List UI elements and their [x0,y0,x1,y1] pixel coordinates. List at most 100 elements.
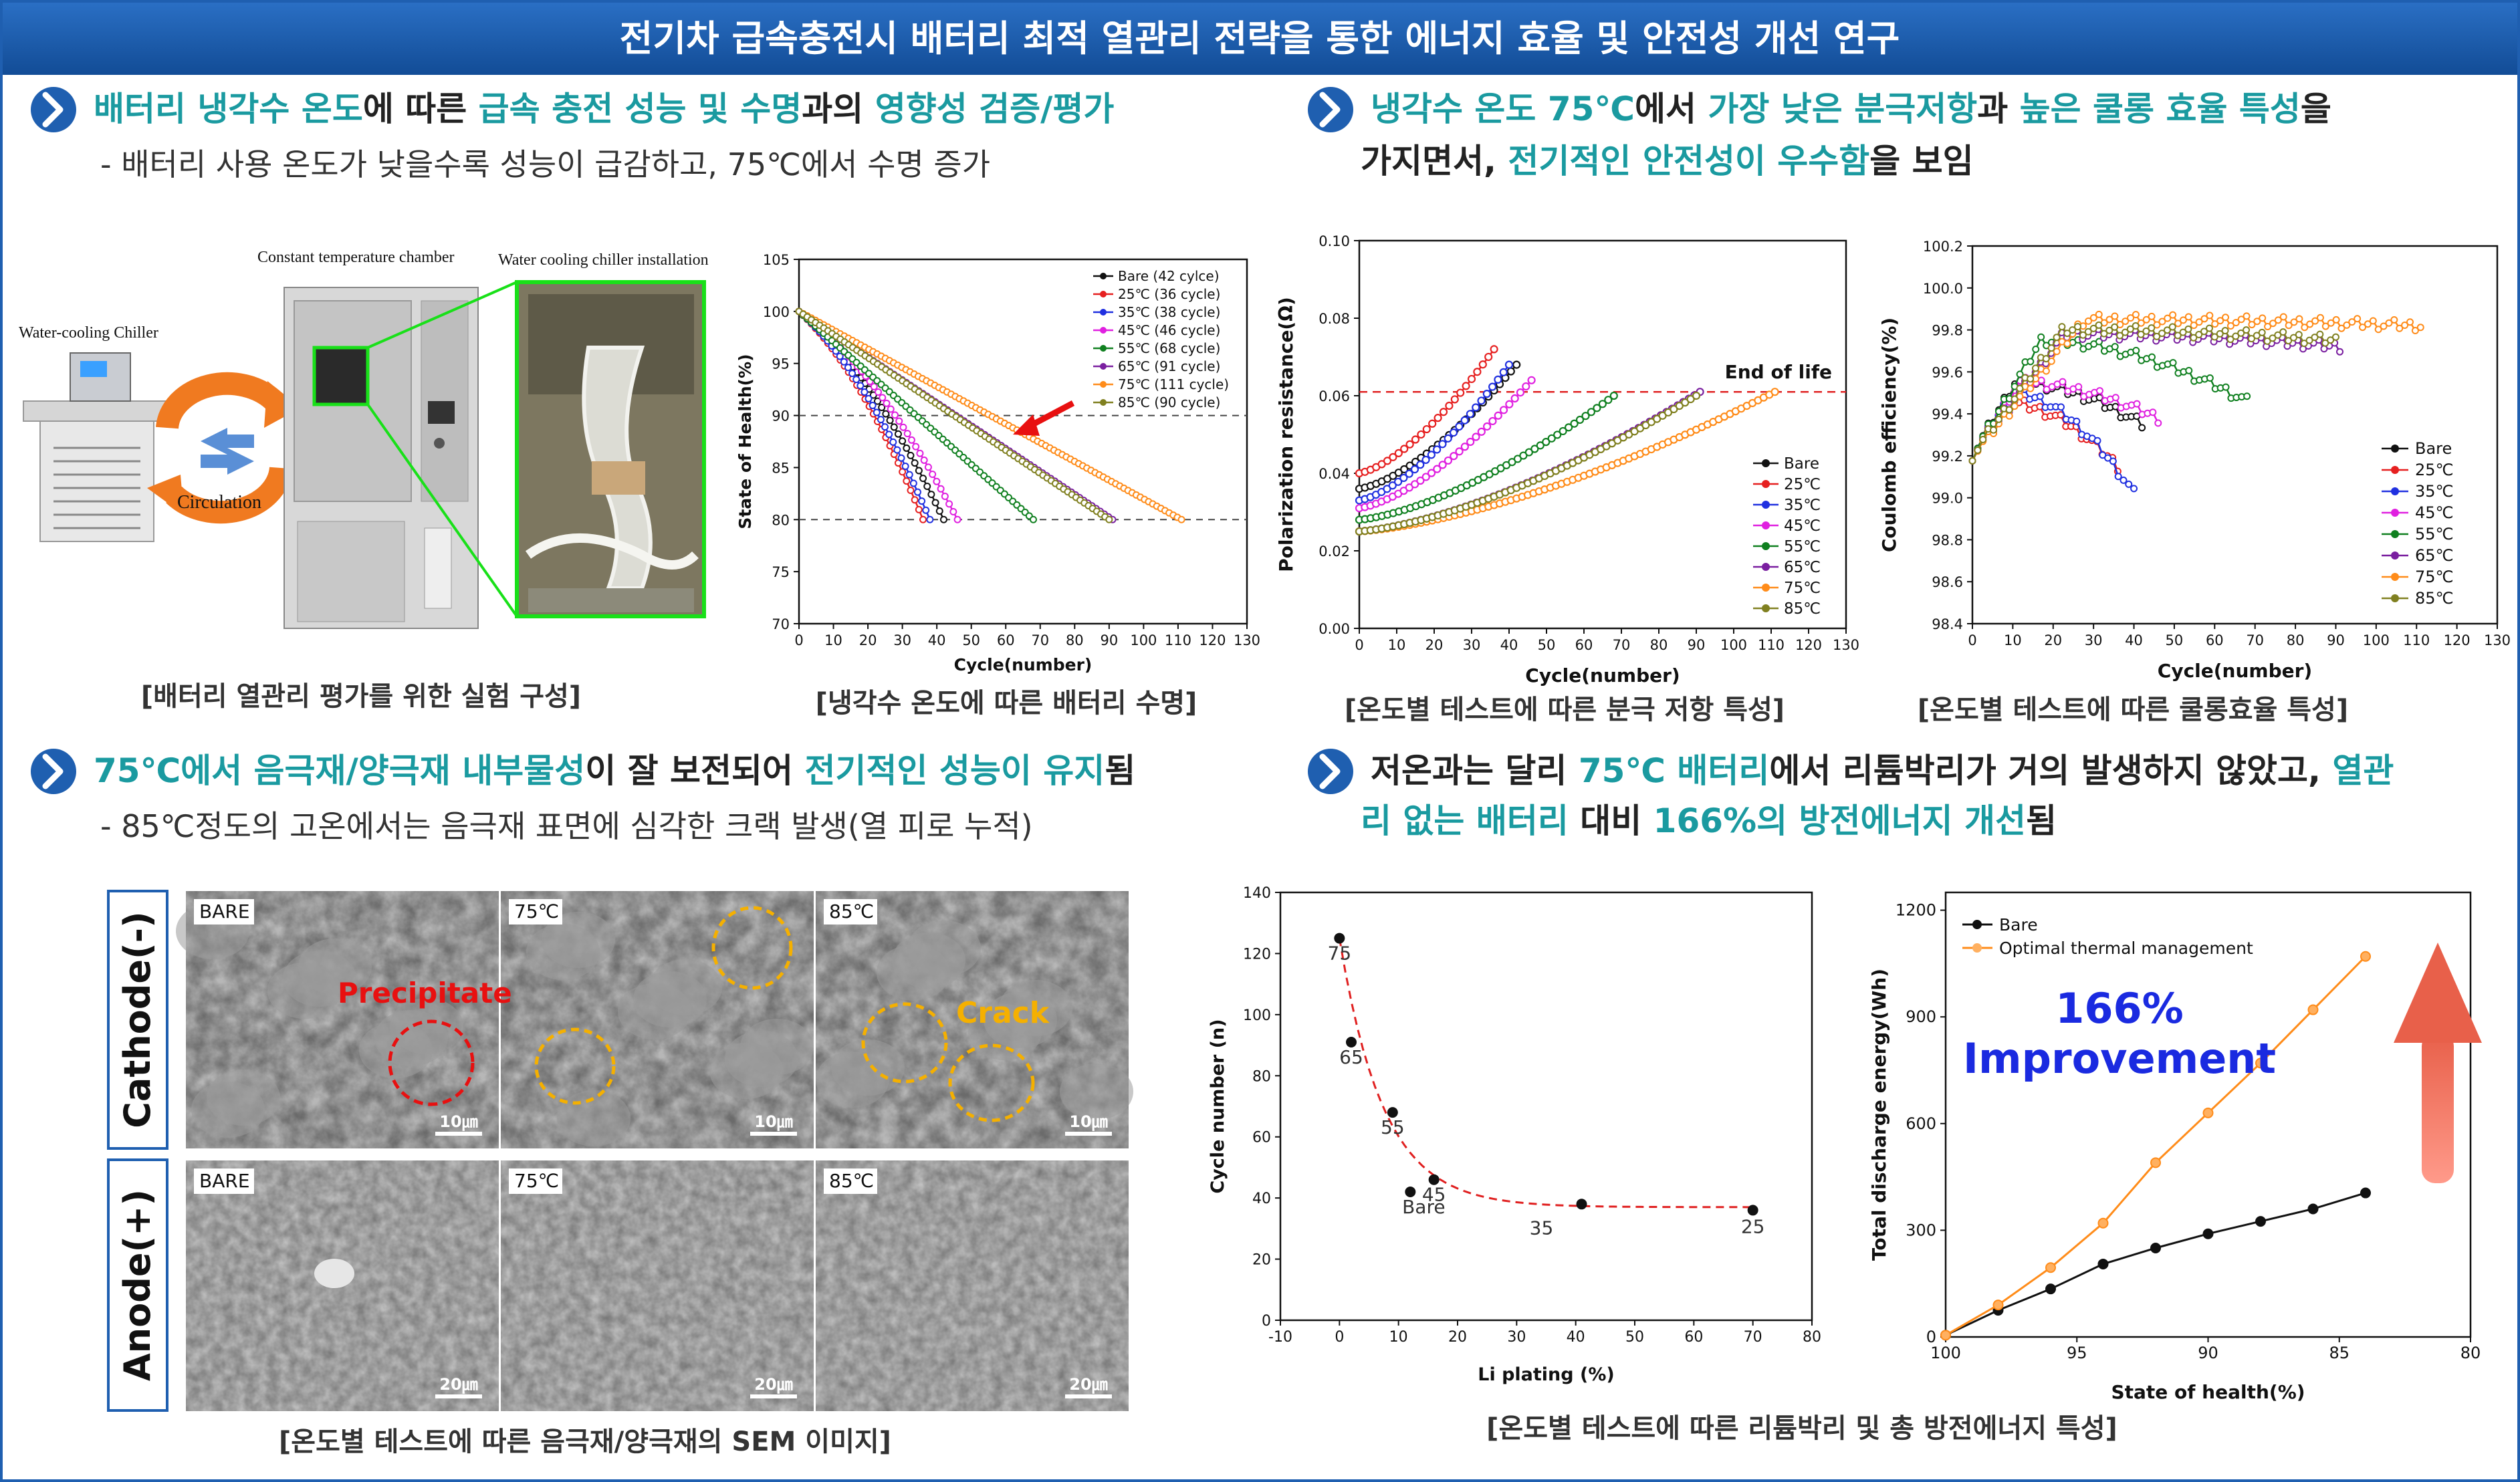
data-point [1400,445,1409,453]
x-tick-label: -10 [1268,1329,1292,1346]
data-point [1483,422,1492,431]
data-point [897,454,905,462]
data-point [2311,317,2319,325]
data-point [905,471,913,479]
legend-entry: 35℃ [2415,482,2454,501]
x-tick-label: 95 [2067,1344,2087,1362]
data-point [2116,332,2124,340]
x-tick-label: 60 [1575,637,1593,653]
legend-entry: 25℃ (36 cycle) [1118,286,1220,302]
data-point [2264,323,2272,331]
scatter-point [1576,1199,1587,1210]
data-point [2222,383,2230,391]
data-point [2016,370,2024,378]
heading-part: 에서 리튬박리가 거의 발생하지 않았고, [1769,751,2332,790]
legend-entry: 75℃ [2415,568,2454,586]
y-axis-label: Coulomb efficiency(%) [1878,318,1900,552]
data-point [840,358,848,366]
x-axis-label: State of health(%) [2111,1381,2305,1403]
sem-image-grid: Cathode(-) Anode(+) BARE 10㎛ 75℃ 10㎛ 85℃ 10㎛ BAR… [107,890,1133,1412]
legend-marker [1100,309,1107,316]
chevron-right-icon [1319,753,1341,789]
data-point [1524,448,1533,457]
data-point [1427,469,1436,477]
data-point [2095,310,2103,318]
data-point [856,382,865,390]
data-point [2321,339,2329,347]
data-point [2401,321,2409,329]
data-point [1466,410,1475,418]
data-point [2045,1283,2056,1295]
legend-marker [2391,445,2399,453]
data-point [2226,336,2235,344]
caption-setup: [배터리 열관리 평가를 위한 실험 구성] [141,681,581,712]
x-tick-label: 30 [893,632,911,648]
data-point [2148,312,2156,320]
data-point [848,370,856,378]
y-tick-label: 100.0 [1923,281,1963,297]
data-point [2158,330,2166,338]
y-tick-label: 0.04 [1319,466,1350,482]
x-tick-label: 100 [1930,1344,1961,1362]
data-point [1421,473,1430,481]
data-point [953,515,961,523]
data-point [1536,441,1544,450]
legend-marker [1762,584,1770,592]
y-tick-label: 98.6 [1932,574,1963,590]
legend-marker [1100,291,1107,297]
circulation-label: Circulation [177,492,261,513]
data-point [2190,322,2198,330]
data-point [1547,434,1556,443]
data-point [1473,368,1482,376]
y-tick-label: 99.2 [1932,449,1963,465]
data-point [870,382,878,390]
data-point [2190,334,2198,342]
data-point [1460,443,1469,451]
data-point [2105,316,2113,324]
data-point [2216,317,2224,325]
y-tick-label: 600 [1906,1114,1936,1133]
data-point [2396,324,2404,332]
x-tick-label: 130 [2484,632,2511,648]
x-tick-label: 70 [1031,632,1049,648]
legend-entry: 45℃ [1784,517,1821,535]
data-point [2211,320,2219,328]
data-point [903,477,911,485]
sem-grain [907,920,981,977]
legend-marker [1100,399,1107,406]
data-point [2126,325,2134,333]
data-point [1466,437,1475,447]
heading-part: 배터리 냉각수 온도 [94,90,363,128]
x-tick-label: 100 [1720,637,1747,653]
x-tick-label: 120 [2444,632,2471,648]
x-tick-label: 0 [1355,637,1363,653]
data-point [2390,316,2398,324]
sem-scale-label: 10㎛ [754,1112,792,1132]
legend-entry: 65℃ [2415,546,2454,565]
legend-marker [1100,327,1107,334]
data-point [2132,322,2140,330]
precipitate-circle [388,1019,475,1106]
legend-entry: 55℃ (68 cycle) [1118,340,1220,356]
legend-entry: 85℃ [1784,600,1821,618]
fit-curve [1338,938,1753,1209]
data-point [2104,454,2112,462]
data-point [1565,423,1573,432]
data-point [2255,1216,2266,1227]
data-point [1462,382,1470,390]
data-point [2259,314,2267,322]
section-heading-line2-2: 가지면서, 전기적인 안전성이 우수함을 보임 [1361,142,1974,180]
data-point [2360,951,2371,962]
scatter-point [1346,1037,1357,1047]
y-tick-label: 100 [1243,1007,1271,1024]
y-tick-label: 0.00 [1319,621,1350,637]
install-label: Water cooling chiller installation [498,251,709,269]
data-point [2184,325,2192,333]
sem-col-label: BARE [199,900,250,922]
data-point [2243,312,2251,320]
data-point [1968,457,1976,465]
data-point [1527,376,1536,384]
data-point [2133,400,2141,408]
crack-circle [711,906,793,990]
scatter-point [1334,933,1345,944]
